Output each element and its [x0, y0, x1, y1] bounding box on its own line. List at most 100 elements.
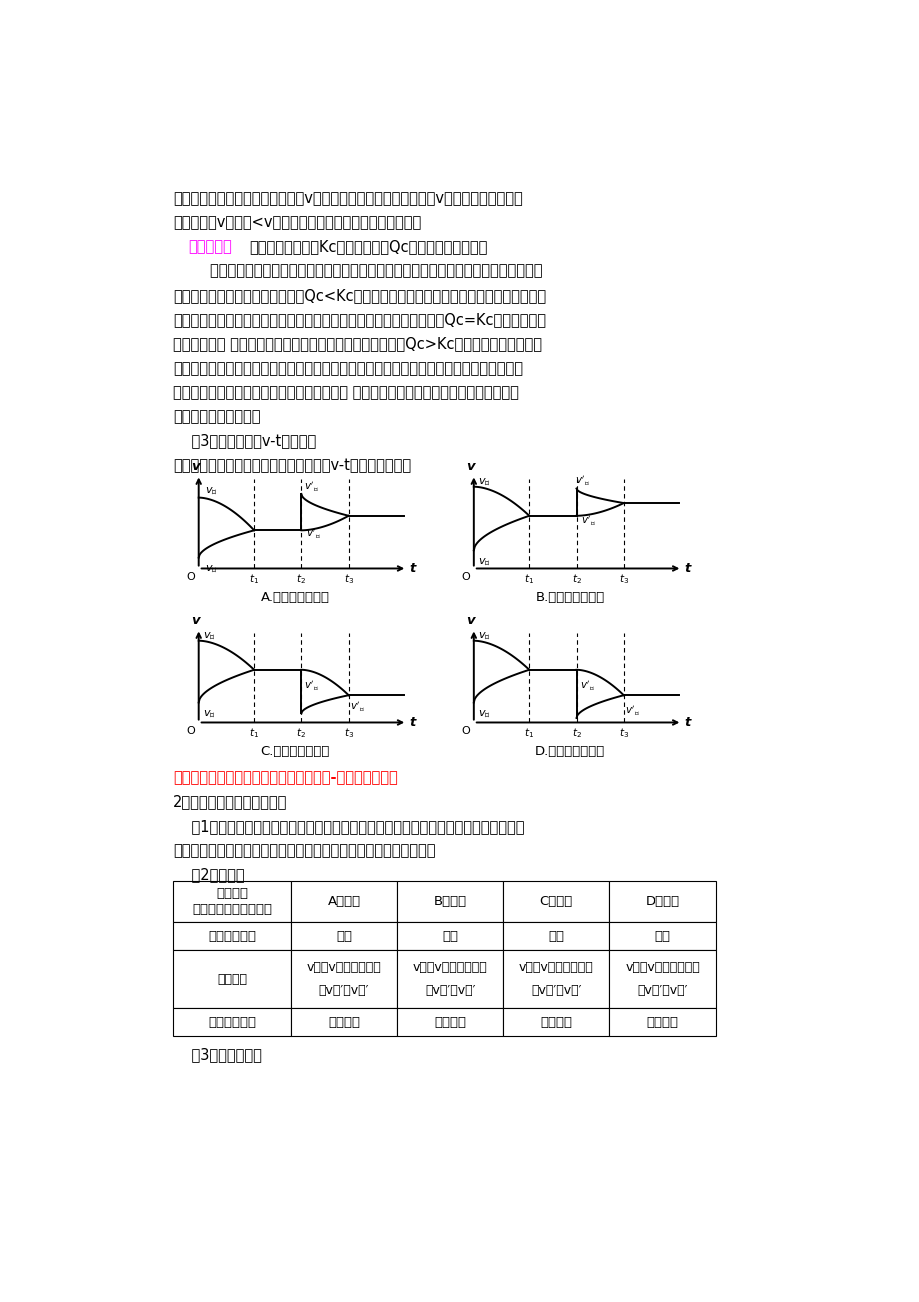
Text: C.减小反应物浓度: C.减小反应物浓度: [260, 745, 330, 758]
Text: 但v逆′＞v正′: 但v逆′＞v正′: [425, 984, 475, 997]
Text: O: O: [460, 725, 470, 736]
Text: 逆向移动: 逆向移动: [646, 1016, 678, 1029]
Text: 也可用平衡常数（Kc）和浓度商（Qc）的相对大小解释。: 也可用平衡常数（Kc）和浓度商（Qc）的相对大小解释。: [249, 240, 487, 254]
Bar: [503, 922, 608, 950]
Text: （1）规律：在其他条件不变的情况下，增大压强，会使化学平衡向着气体体积缩小的: （1）规律：在其他条件不变的情况下，增大压强，会使化学平衡向着气体体积缩小的: [173, 819, 524, 833]
Text: t: t: [684, 716, 690, 729]
Text: $v_{逆}$: $v_{逆}$: [478, 708, 491, 720]
Text: O: O: [460, 572, 470, 582]
Text: 加压: 加压: [442, 930, 458, 943]
Bar: [397, 922, 503, 950]
Text: 减小反应物的浓度，平衡向消耗反应物的方向移动，即平衡右移才能使Qc=Kc，使反应达到: 减小反应物的浓度，平衡向消耗反应物的方向移动，即平衡右移才能使Qc=Kc，使反应…: [173, 312, 546, 327]
Text: 温度一定时，反应的平衡常数是一个定值。对于一个已达到化学平衡状态的反应，反应: 温度一定时，反应的平衡常数是一个定值。对于一个已达到化学平衡状态的反应，反应: [173, 263, 542, 279]
Text: v正、v逆同时增大，: v正、v逆同时增大，: [413, 961, 487, 974]
Text: $t_1$: $t_1$: [524, 573, 534, 586]
Text: 但v逆′＞v正′: 但v逆′＞v正′: [637, 984, 687, 997]
Text: $v_{正}$: $v_{正}$: [478, 477, 491, 488]
Text: 平衡移动原因: 平衡移动原因: [208, 930, 255, 943]
Text: 但v正′＞v逆′: 但v正′＞v逆′: [318, 984, 369, 997]
Text: 正向移动: 正向移动: [328, 1016, 359, 1029]
Bar: [503, 1008, 608, 1036]
Text: 或减小生成物的浓度，都可以使平衡向右移动 增大生成物的浓度或减小反应物的浓度，都: 或减小生成物的浓度，都可以使平衡向右移动 增大生成物的浓度或减小反应物的浓度，都: [173, 385, 518, 400]
Text: 平衡移动方向: 平衡移动方向: [208, 1016, 255, 1029]
Text: $v'_{逆}$: $v'_{逆}$: [350, 699, 365, 712]
Bar: [290, 922, 397, 950]
Bar: [608, 922, 715, 950]
Bar: [397, 1008, 503, 1036]
Bar: [503, 950, 608, 1008]
Bar: [290, 880, 397, 922]
Text: 方向移动；减小压强，会使化学平衡向着气体体积增大的方向移动。: 方向移动；减小压强，会使化学平衡向着气体体积增大的方向移动。: [173, 842, 436, 858]
Bar: [290, 950, 397, 1008]
Bar: [173, 950, 290, 1008]
Text: 减压: 减压: [653, 930, 670, 943]
Text: D：减小: D：减小: [645, 894, 679, 907]
Text: 但v正′＞v逆′: 但v正′＞v逆′: [530, 984, 581, 997]
Bar: [608, 950, 715, 1008]
Bar: [397, 880, 503, 922]
Text: A.增大反应物浓度: A.增大反应物浓度: [260, 591, 329, 604]
Bar: [173, 1008, 290, 1036]
Text: v正、v逆同时增大，: v正、v逆同时增大，: [306, 961, 381, 974]
Text: v正、v逆同时减小，: v正、v逆同时减小，: [518, 961, 593, 974]
Text: O: O: [186, 725, 195, 736]
Text: $t_1$: $t_1$: [249, 727, 259, 740]
Text: $t_1$: $t_1$: [524, 727, 534, 740]
Text: C：增大: C：增大: [539, 894, 573, 907]
Bar: [173, 922, 290, 950]
Text: $t_3$: $t_3$: [618, 573, 628, 586]
Text: 物的方向移动，即平衡左移才能使反应达到新的平衡状态。温度一定时，增大反应物的浓度: 物的方向移动，即平衡左移才能使反应达到新的平衡状态。温度一定时，增大反应物的浓度: [173, 361, 523, 376]
Text: 向移动；同理，减小反应物浓度使v（正）减小，增大生成物浓度使v（逆）增大，这两种: 向移动；同理，减小反应物浓度使v（正）减小，增大生成物浓度使v（逆）增大，这两种: [173, 191, 522, 206]
Text: 【高清课堂：反应之事合久必分分久必合-化学平衡移动】: 【高清课堂：反应之事合久必分分久必合-化学平衡移动】: [173, 771, 397, 785]
Text: $v'_{正}$: $v'_{正}$: [579, 678, 594, 693]
Text: $v_{逆}$: $v_{逆}$: [205, 564, 217, 575]
Text: $t_2$: $t_2$: [571, 573, 581, 586]
Text: $v_{逆}$: $v_{逆}$: [478, 556, 491, 568]
Bar: [397, 950, 503, 1008]
Text: （2）解释：: （2）解释：: [173, 867, 244, 883]
Text: 物浓度增大或生成物浓度减小时，Qc<Kc平衡状态被破坏，此时，只有增大生成物的浓度或: 物浓度增大或生成物浓度减小时，Qc<Kc平衡状态被破坏，此时，只有增大生成物的浓…: [173, 288, 546, 303]
Text: $v'_{正}$: $v'_{正}$: [304, 479, 319, 493]
Text: $v'_{正}$: $v'_{正}$: [581, 514, 596, 527]
Text: $t_2$: $t_2$: [571, 727, 581, 740]
Text: D.减小生成物浓度: D.减小生成物浓度: [535, 745, 605, 758]
Text: $v'_{逆}$: $v'_{逆}$: [306, 526, 321, 540]
Bar: [503, 880, 608, 922]
Text: $v_{正}$: $v_{正}$: [478, 630, 491, 642]
Text: $v_{逆}$: $v_{逆}$: [203, 708, 216, 720]
Text: 可以使平衡向左移动。: 可以使平衡向左移动。: [173, 409, 260, 424]
Text: 变化均导致v（正）<v（逆），因此平衡向逆反应方向移动。: 变化均导致v（正）<v（逆），因此平衡向逆反应方向移动。: [173, 215, 421, 230]
Text: 要点诠释：: 要点诠释：: [188, 240, 233, 254]
Text: B：增大: B：增大: [433, 894, 466, 907]
Text: （3）图像分析（v-t图像）。: （3）图像分析（v-t图像）。: [173, 434, 316, 448]
Bar: [608, 1008, 715, 1036]
Text: B.增大生成物浓度: B.增大生成物浓度: [535, 591, 605, 604]
Text: （3）图像分析：: （3）图像分析：: [173, 1047, 262, 1062]
Text: 浓度对化学平衡的影响，可用如图所示的v-t图像予以说明。: 浓度对化学平衡的影响，可用如图所示的v-t图像予以说明。: [173, 458, 411, 473]
Text: 速率变化: 速率变化: [217, 973, 247, 986]
Text: 新的平衡状态 反之，减小反应物浓度或增大生成物浓度，则Qc>Kc，化学平衡向消耗生成: 新的平衡状态 反之，减小反应物浓度或增大生成物浓度，则Qc>Kc，化学平衡向消耗…: [173, 336, 541, 352]
Text: （正向气体体积变化）: （正向气体体积变化）: [192, 904, 272, 917]
Text: $t_1$: $t_1$: [249, 573, 259, 586]
Text: $v'_{逆}$: $v'_{逆}$: [574, 474, 589, 487]
Bar: [290, 1008, 397, 1036]
Text: $v'_{逆}$: $v'_{逆}$: [625, 703, 640, 717]
Text: 正向移动: 正向移动: [539, 1016, 572, 1029]
Text: $v_{正}$: $v_{正}$: [205, 486, 217, 497]
Text: $t_2$: $t_2$: [296, 573, 306, 586]
Text: v: v: [466, 615, 474, 628]
Text: 2．压强对化学平衡的影响。: 2．压强对化学平衡的影响。: [173, 794, 288, 810]
Text: v正、v逆同时减小，: v正、v逆同时减小，: [625, 961, 699, 974]
Text: v: v: [191, 460, 199, 473]
Text: v: v: [191, 615, 199, 628]
Bar: [173, 880, 290, 922]
Text: $t_2$: $t_2$: [296, 727, 306, 740]
Text: v: v: [466, 460, 474, 473]
Text: t: t: [409, 562, 415, 575]
Text: 逆向移动: 逆向移动: [434, 1016, 466, 1029]
Text: 反应特点: 反应特点: [216, 887, 248, 900]
Text: $v_{正}$: $v_{正}$: [203, 630, 216, 642]
Text: $t_3$: $t_3$: [343, 727, 353, 740]
Text: $t_3$: $t_3$: [343, 573, 353, 586]
Text: 加压: 加压: [335, 930, 352, 943]
